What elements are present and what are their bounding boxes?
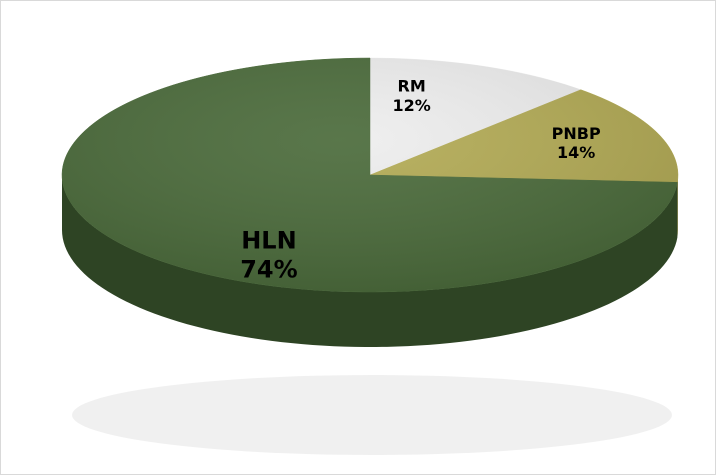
slice-side (677, 175, 678, 238)
value-label: 12% (392, 96, 430, 115)
value-label: 74% (240, 255, 297, 283)
slice-side (62, 175, 678, 347)
category-label: RM (398, 77, 426, 96)
category-label: HLN (241, 227, 296, 255)
category-label: PNBP (552, 124, 601, 143)
pie-shadow (72, 375, 672, 455)
value-label: 14% (557, 143, 595, 162)
